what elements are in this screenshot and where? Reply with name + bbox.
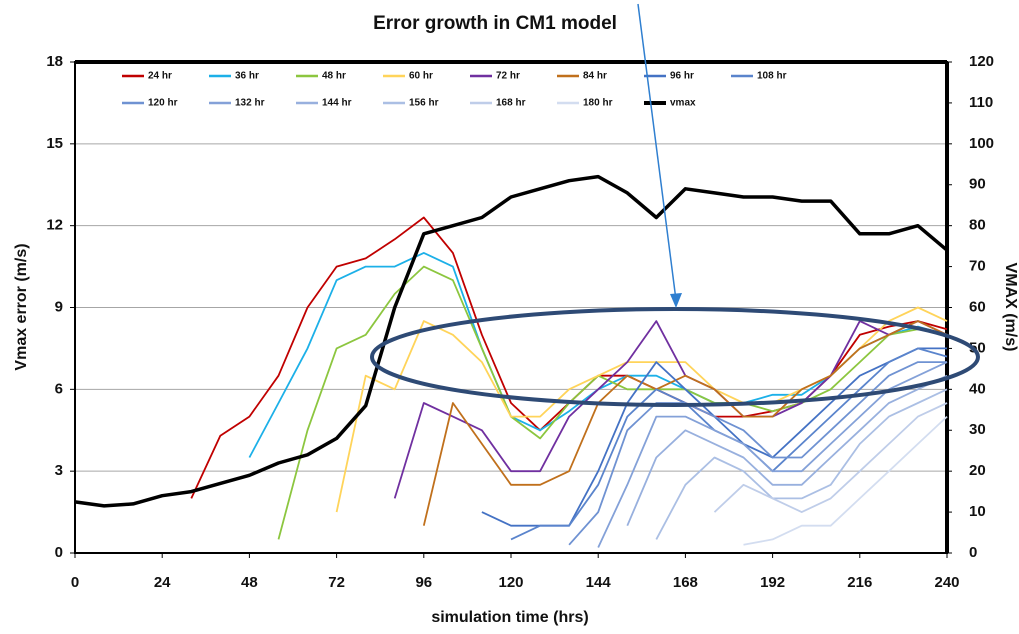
chart-title: Error growth in CM1 model (373, 13, 617, 34)
y2-axis-label: VMAX (m/s) (1002, 263, 1019, 352)
legend-label: 24 hr (148, 71, 172, 82)
y2-tick-label: 30 (969, 421, 986, 438)
x-tick-label: 240 (934, 574, 959, 591)
legend-label: 60 hr (409, 71, 433, 82)
y2-tick-label: 40 (969, 380, 986, 397)
y-tick-label: 18 (46, 53, 63, 70)
y2-tick-label: 120 (969, 53, 994, 70)
y-tick-label: 15 (46, 135, 63, 152)
x-tick-label: 216 (847, 574, 872, 591)
legend-label: 84 hr (583, 71, 607, 82)
legend-label: 144 hr (322, 98, 352, 109)
series-line (713, 402, 948, 513)
series-line (422, 320, 948, 526)
series-line (335, 306, 948, 513)
x-tick-label: 192 (760, 574, 785, 591)
series-line (481, 347, 947, 527)
legend-label: 120 hr (148, 98, 178, 109)
y2-tick-label: 70 (969, 258, 986, 275)
y2-tick-label: 10 (969, 503, 986, 520)
x-tick-label: 168 (673, 574, 698, 591)
y2-tick-label: 0 (969, 544, 977, 561)
y2-tick-label: 110 (969, 94, 993, 111)
y2-tick-label: 50 (969, 339, 986, 356)
x-tick-label: 144 (586, 574, 612, 591)
series-line (74, 174, 949, 508)
y-tick-label: 6 (55, 380, 63, 397)
y2-tick-label: 100 (969, 135, 994, 152)
y2-tick-label: 80 (969, 217, 986, 234)
y-axis-label: Vmax error (m/s) (13, 243, 30, 370)
legend-label: 156 hr (409, 98, 439, 109)
x-tick-label: 0 (71, 574, 79, 591)
x-tick-label: 72 (328, 574, 345, 591)
series-line (626, 374, 948, 527)
legend-label: 168 hr (496, 98, 526, 109)
x-axis-label: simulation time (hrs) (431, 609, 588, 626)
series-line (655, 388, 948, 540)
legend-label: vmax (670, 98, 696, 109)
y2-tick-label: 90 (969, 176, 986, 193)
x-tick-label: 24 (154, 574, 171, 591)
legend-label: 96 hr (670, 71, 694, 82)
legend-label: 72 hr (496, 71, 520, 82)
y2-tick-label: 20 (969, 462, 986, 479)
arrow-head (670, 293, 682, 308)
legend: 24 hr 36 hr 48 hr 60 hr 72 hr 84 hr 96 hr 108 h… (122, 71, 787, 109)
legend-label: 132 hr (235, 98, 265, 109)
x-tick-label: 96 (415, 574, 432, 591)
x-tick-label: 120 (498, 574, 523, 591)
highlight-ellipse (370, 307, 980, 407)
y-tick-label: 0 (55, 544, 63, 561)
legend-label: 180 hr (583, 98, 613, 109)
y-tick-label: 12 (46, 217, 63, 234)
legend-label: 48 hr (322, 71, 346, 82)
x-tick-label: 48 (241, 574, 258, 591)
series-line (568, 361, 947, 546)
annotation-arrow (637, 3, 677, 301)
y-tick-label: 9 (55, 298, 63, 315)
y-tick-label: 3 (55, 462, 63, 479)
legend-label: 108 hr (757, 71, 787, 82)
series-line (743, 415, 948, 546)
series-line (393, 320, 948, 499)
legend-label: 36 hr (235, 71, 259, 82)
series-line (277, 265, 948, 540)
y2-tick-label: 60 (969, 298, 986, 315)
